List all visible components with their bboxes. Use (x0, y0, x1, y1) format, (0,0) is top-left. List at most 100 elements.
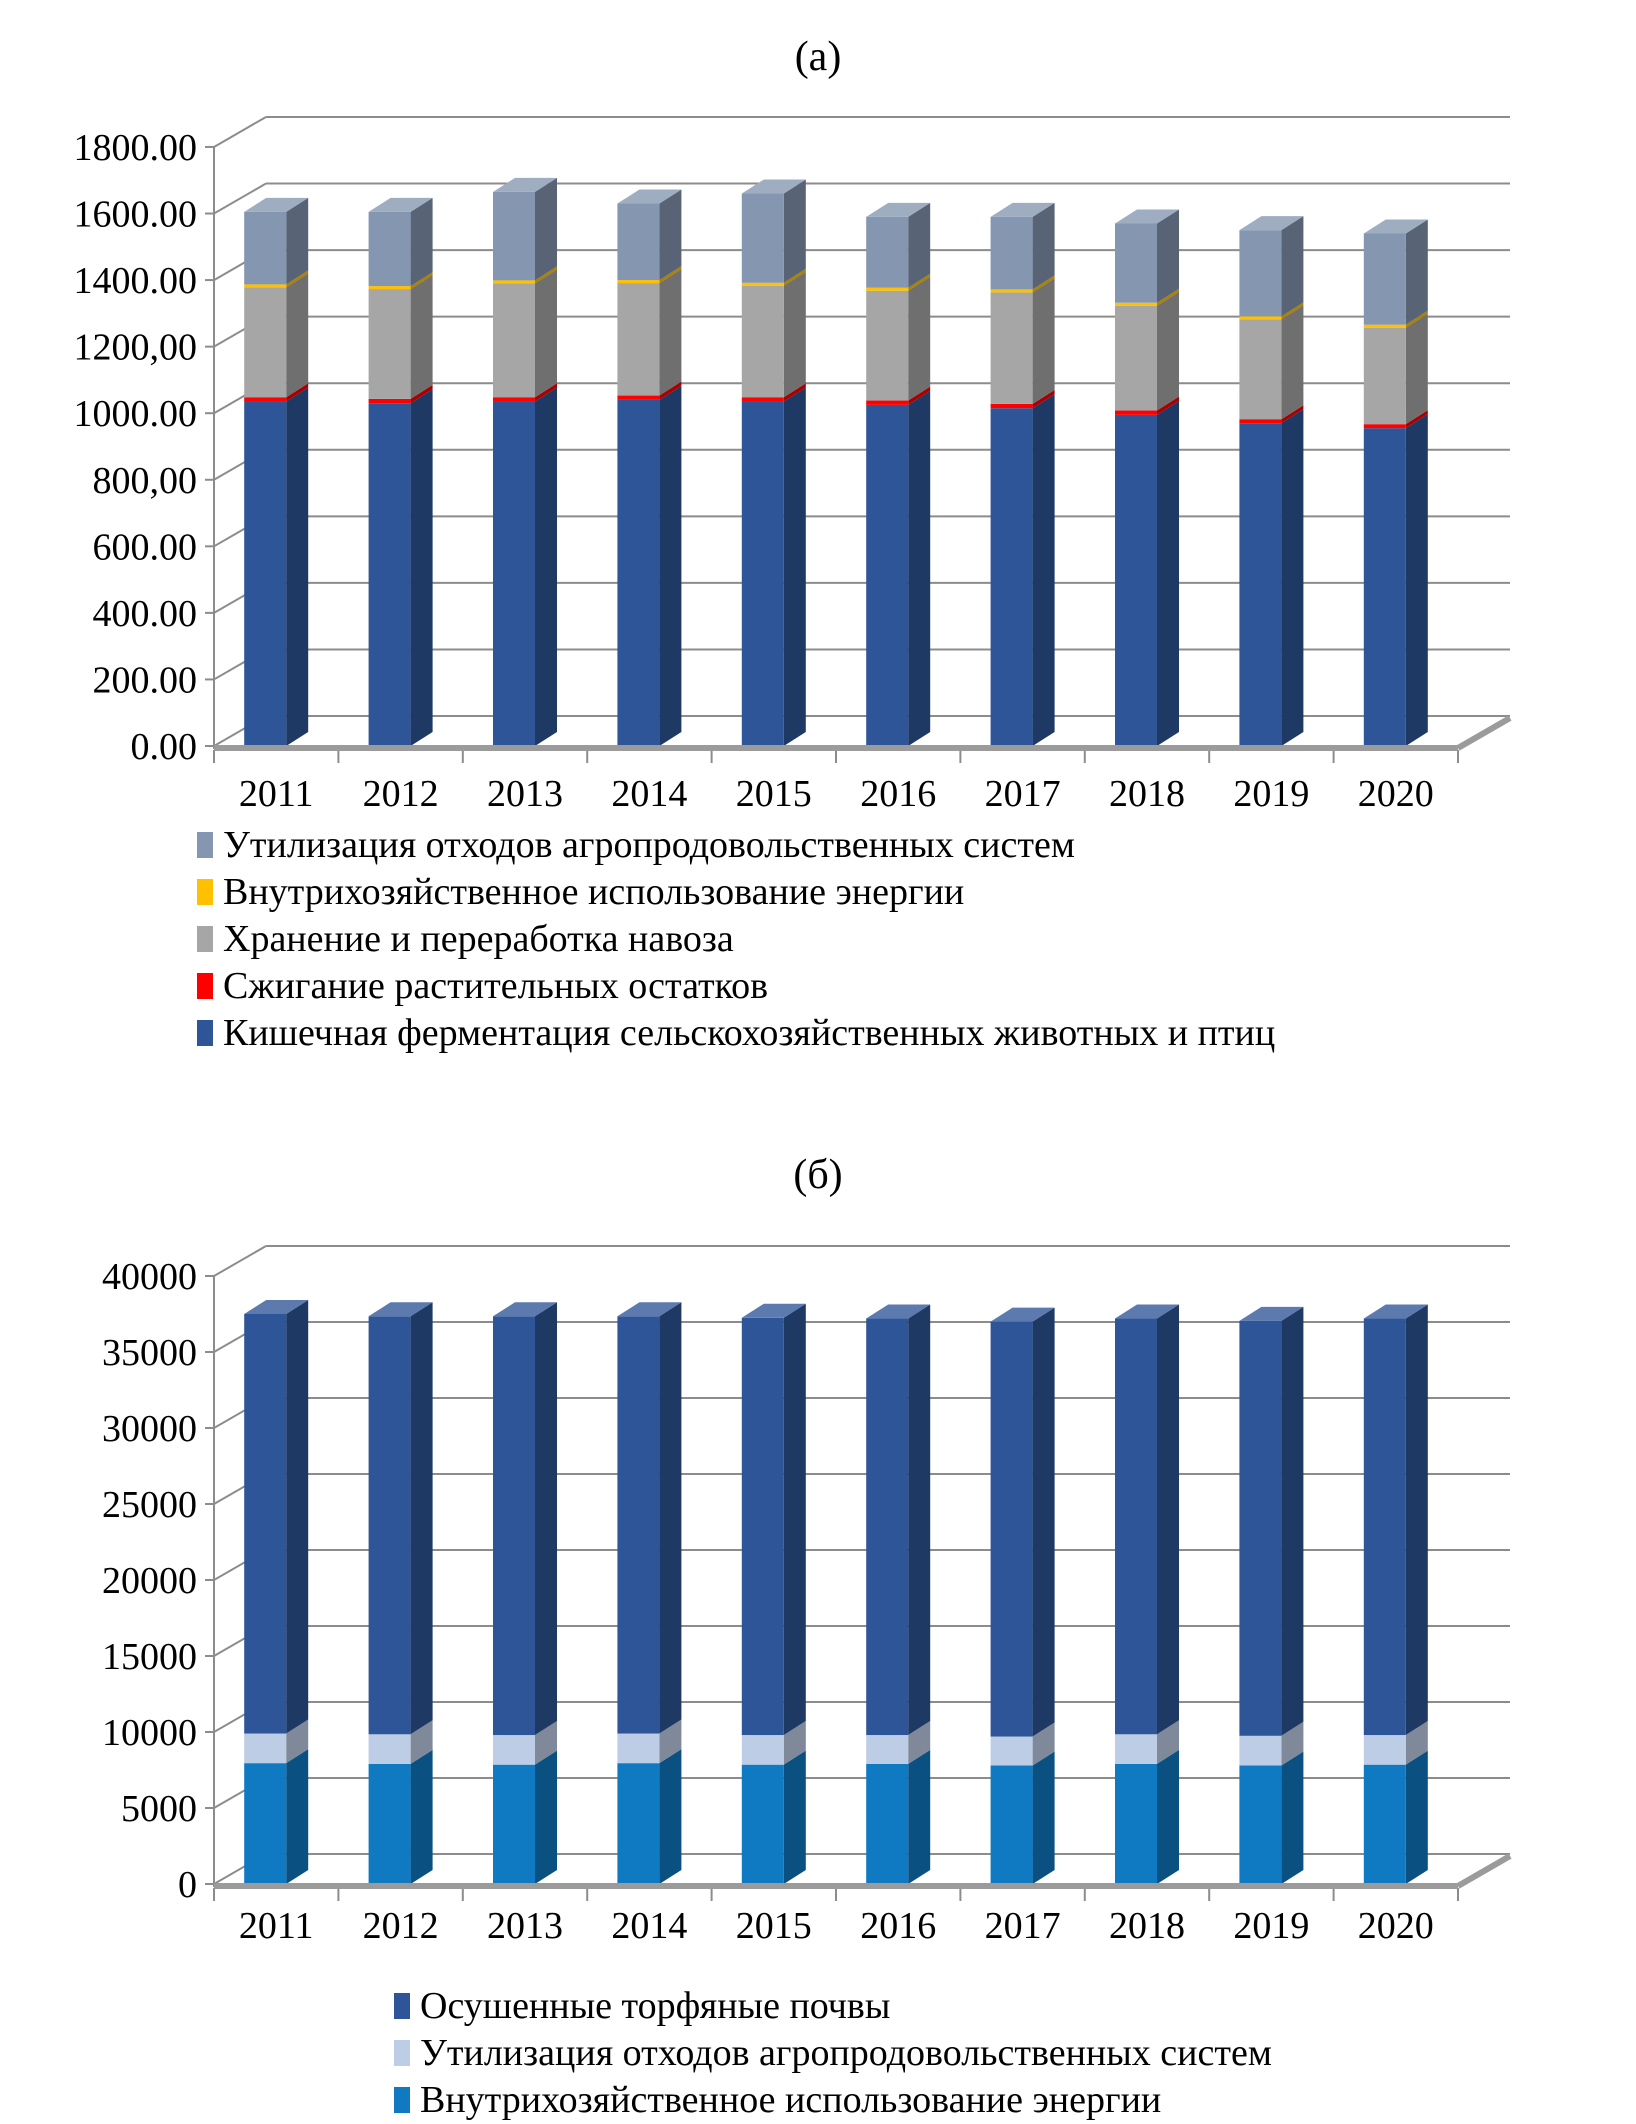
legend-item: Сжигание растительных остатков (197, 962, 1275, 1009)
bar-segment (866, 287, 909, 291)
bar-segment (368, 211, 411, 287)
axis-label: 2013 (487, 773, 563, 815)
axis-label: 600.00 (93, 526, 198, 568)
legend-item: Хранение и переработка навоза (197, 915, 1275, 962)
bar-segment (990, 1321, 1033, 1737)
bar-segment (617, 203, 660, 281)
bar-segment (1363, 428, 1406, 746)
axis-label: 2014 (611, 1905, 687, 1947)
axis-label: 2016 (860, 1905, 936, 1947)
bar-segment (1363, 1318, 1406, 1736)
bar-segment (990, 292, 1033, 404)
bar-segment (368, 286, 411, 290)
bar-segment (493, 280, 535, 284)
bar-segment (1363, 324, 1406, 328)
bar-segment (368, 1734, 411, 1764)
bar-segment (368, 1316, 411, 1735)
legend-item-label: Внутрихозяйственное использование энерги… (420, 2078, 1162, 2121)
legend-item-label: Сжигание растительных остатков (223, 964, 769, 1007)
bar-segment (741, 397, 784, 402)
bar-segment (1239, 316, 1282, 320)
bar-segment (368, 289, 411, 399)
bar-segment (866, 1735, 909, 1764)
bar-segment (493, 191, 535, 281)
axis-label: 2019 (1233, 1905, 1309, 1947)
bar-segment (1363, 327, 1406, 425)
bar-segment (990, 403, 1033, 409)
bar-segment (617, 399, 660, 746)
legend-color-swatch (394, 2086, 410, 2113)
bar-segment (493, 1764, 535, 1884)
bar-segment (617, 395, 660, 400)
bar-segment (617, 1763, 660, 1884)
legend-item-label: Хранение и переработка навоза (223, 917, 734, 960)
axis-label: 2011 (239, 773, 314, 815)
bar-segment (990, 1736, 1033, 1766)
bar-segment (741, 285, 784, 398)
bar-segment (1363, 233, 1406, 325)
axis-label: 25000 (102, 1484, 197, 1526)
bar-segment (617, 1316, 660, 1734)
legend-item-label: Утилизация отходов агропродовольственных… (223, 823, 1075, 866)
bar-segment (741, 1735, 784, 1765)
bar-segment (368, 1763, 411, 1884)
svg-b-bars (244, 1300, 1428, 1884)
bar-segment (1115, 1734, 1157, 1764)
bar-segment (741, 282, 784, 286)
bar-segment (1239, 1765, 1282, 1884)
bar-segment (368, 398, 411, 404)
axis-label: 1400.00 (74, 260, 198, 302)
axis-label: 2019 (1233, 773, 1309, 815)
bar-segment (1363, 1735, 1406, 1765)
bar-segment (493, 283, 535, 398)
legend-item-label: Внутрихозяйственное использование энерги… (223, 870, 965, 913)
bar-segment (493, 397, 535, 402)
axis-label: 2017 (985, 773, 1061, 815)
axis-label: 400.00 (93, 593, 198, 635)
bar-segment (741, 401, 784, 746)
legend-item: Осушенные торфяные почвы (394, 1982, 1272, 2029)
chart-a-plot: 0.00 200.00 400.00 600.00 800,00 1000.00 1200,… (74, 115, 1512, 815)
bar-segment (1239, 1320, 1282, 1736)
bar-segment (617, 1733, 660, 1764)
bar-segment (244, 401, 287, 746)
bar-segment (1363, 1764, 1406, 1884)
svg-b-labels: 0 5000 10000 15000 20000 25000 30000 35000 40000… (102, 1256, 1434, 1947)
axis-label: 800,00 (93, 460, 198, 502)
bar-segment (1115, 305, 1157, 411)
bar-segment (1239, 230, 1282, 317)
chart-a-legend: Утилизация отходов агропродовольственных… (197, 821, 1275, 1056)
axis-label: 2018 (1109, 773, 1185, 815)
legend-color-swatch (197, 972, 213, 999)
legend-color-swatch (394, 1992, 410, 2019)
bar-segment (244, 1733, 287, 1764)
bar-segment (617, 280, 660, 284)
bar-segment (1239, 1735, 1282, 1766)
axis-label: 2011 (239, 1905, 314, 1947)
chart-b-title: (б) (793, 1152, 843, 1198)
bar-segment (866, 404, 909, 746)
chart-b-plot: 0 5000 10000 15000 20000 25000 30000 35000 40000… (102, 1245, 1512, 1947)
bar-segment (1239, 419, 1282, 424)
bar-segment (1115, 1318, 1157, 1735)
axis-label: 2012 (363, 773, 439, 815)
axis-label: 5000 (121, 1788, 197, 1830)
axis-label: 2014 (611, 773, 687, 815)
axis-label: 35000 (102, 1332, 197, 1374)
bar-segment (244, 211, 287, 285)
svg-a-axes (213, 715, 1512, 763)
axis-label: 2020 (1358, 1905, 1434, 1947)
legend-color-swatch (197, 831, 213, 858)
bar-segment (493, 1316, 535, 1736)
bar-segment (244, 284, 287, 288)
legend-color-swatch (197, 1019, 213, 1046)
chart-a-title: (а) (794, 34, 842, 80)
bar-segment (990, 1765, 1033, 1884)
legend-item: Утилизация отходов агропродовольственных… (394, 2029, 1272, 2076)
axis-label: 2020 (1358, 773, 1434, 815)
bar-segment (1115, 1763, 1157, 1884)
bar-segment (493, 1735, 535, 1765)
axis-label: 2017 (985, 1905, 1061, 1947)
bar-segment (244, 1314, 287, 1734)
